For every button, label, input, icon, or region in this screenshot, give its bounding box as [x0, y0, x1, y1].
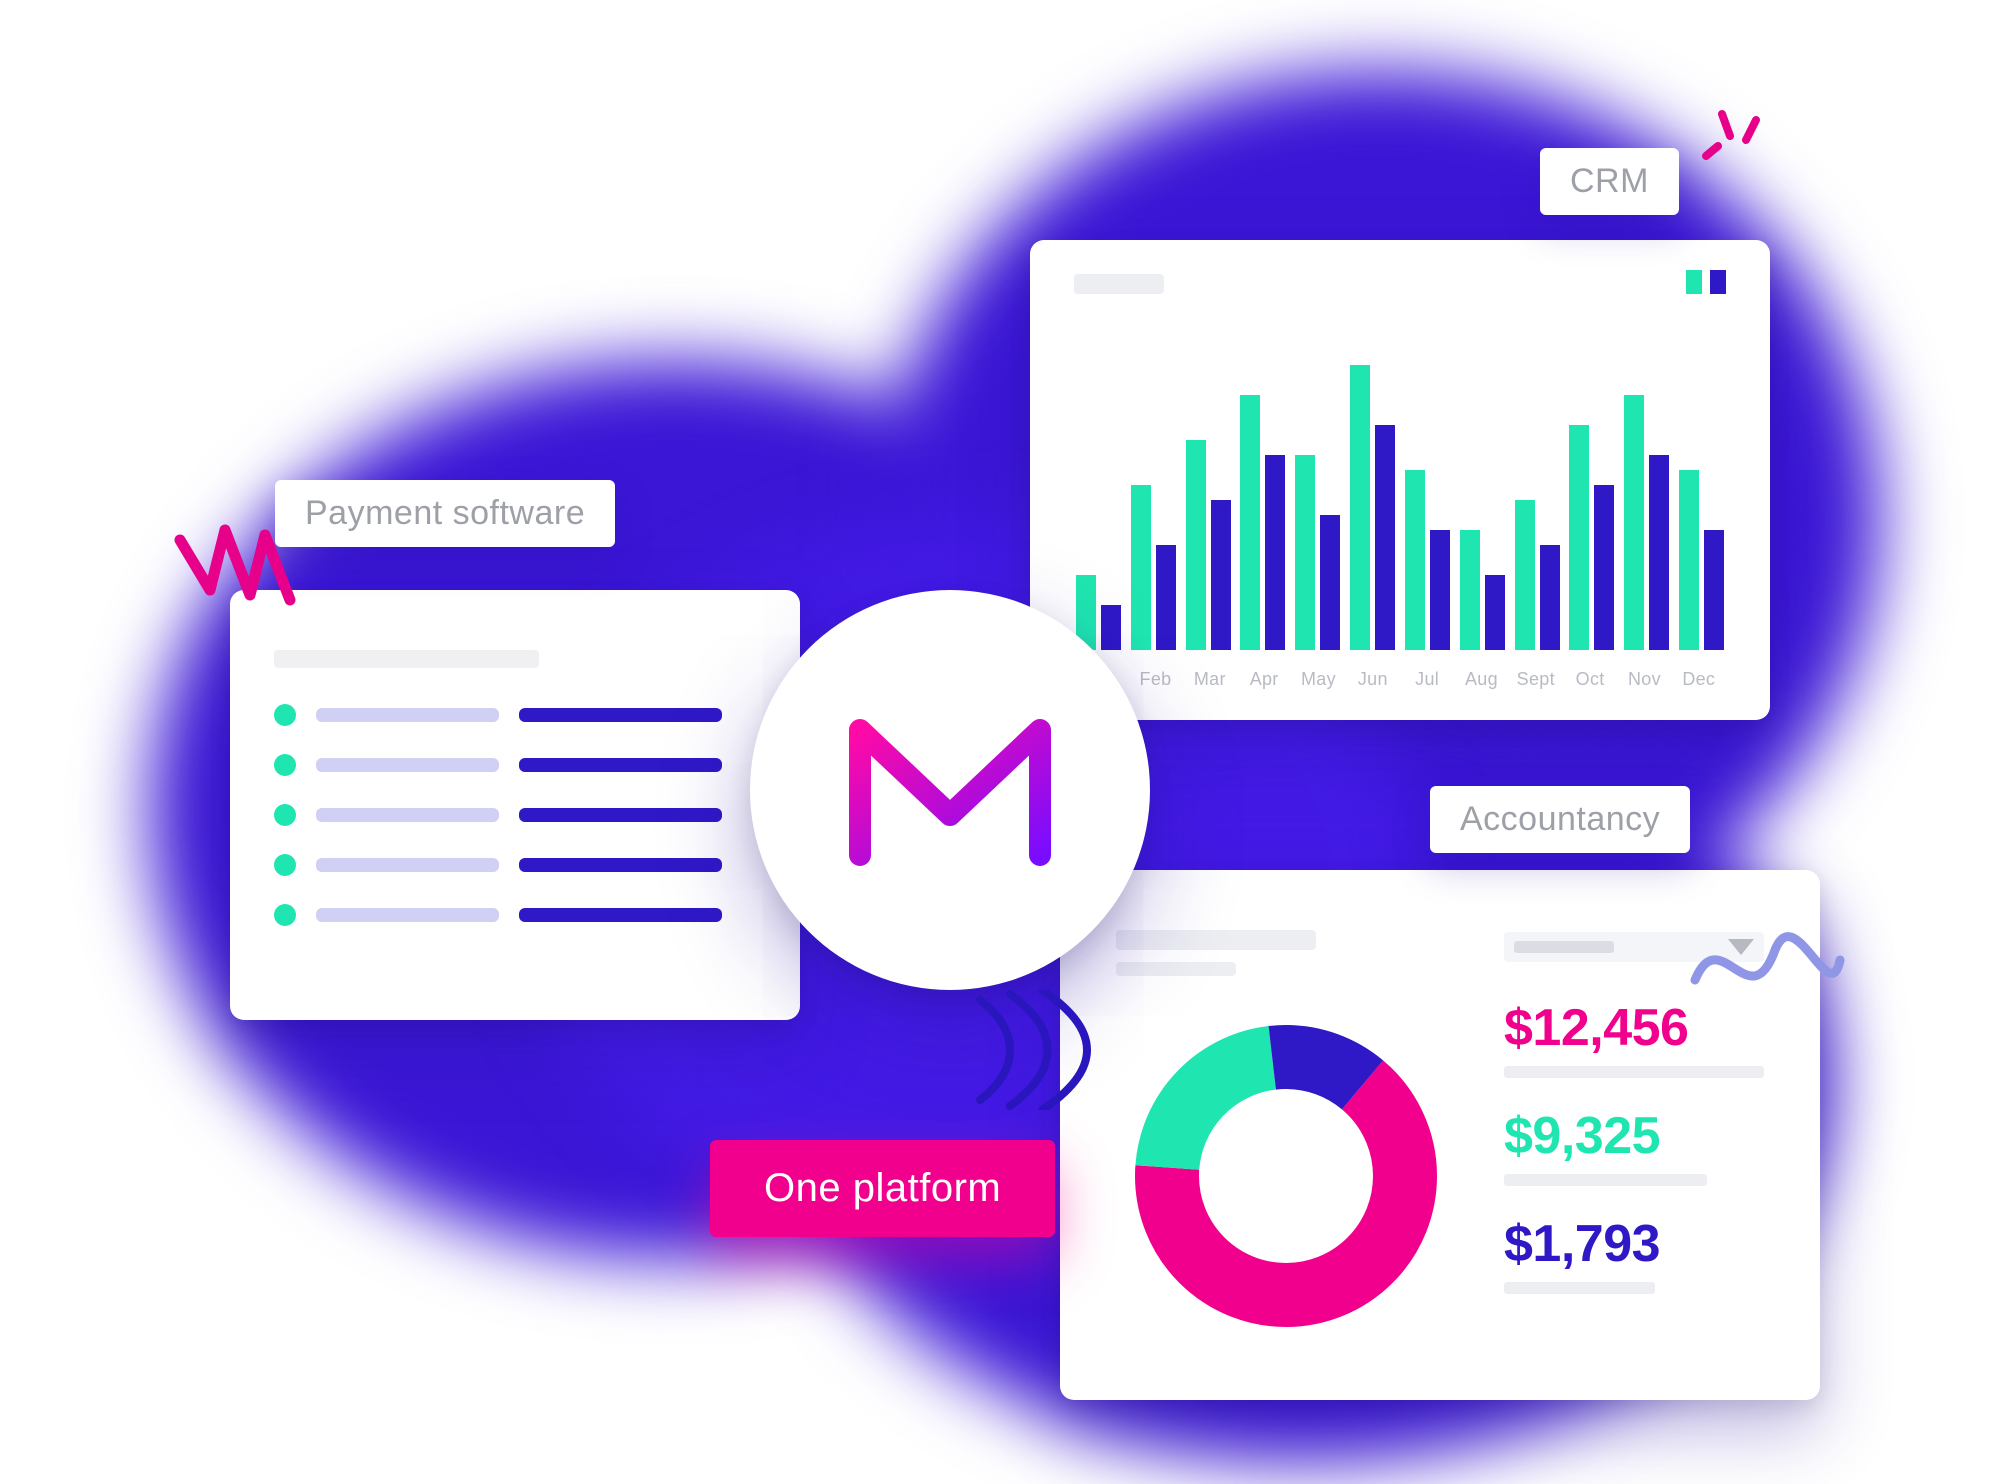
month-label: Nov: [1617, 669, 1671, 690]
donut-chart: [1116, 1006, 1456, 1346]
bar-pair: [1677, 470, 1726, 650]
month-label: Feb: [1128, 669, 1182, 690]
bar-pair: [1403, 470, 1452, 650]
logo-circle: [750, 590, 1150, 990]
crm-header-skeleton: [1074, 274, 1164, 294]
bar-indigo: [1704, 530, 1724, 650]
bar-indigo: [1156, 545, 1176, 650]
curl-doodle-icon: [1680, 900, 1850, 1030]
stat-row: $1,793: [1504, 1214, 1764, 1294]
accountancy-header-skeleton: [1116, 930, 1464, 976]
bar-indigo: [1540, 545, 1560, 650]
payment-row: [274, 754, 756, 776]
payment-tag: Payment software: [275, 480, 615, 547]
bar-indigo: [1594, 485, 1614, 650]
bar-indigo: [1430, 530, 1450, 650]
bar-teal: [1350, 365, 1370, 650]
row-dot-icon: [274, 704, 296, 726]
row-skeleton-a: [316, 708, 499, 722]
bar-indigo: [1265, 455, 1285, 650]
stat-value: $1,793: [1504, 1214, 1764, 1274]
row-skeleton-b: [519, 908, 721, 922]
stage: JanFebMarAprMayJunJulAugSeptOctNovDec CR…: [0, 0, 2000, 1484]
bar-teal: [1679, 470, 1699, 650]
row-skeleton-b: [519, 708, 721, 722]
month-label: May: [1291, 669, 1345, 690]
bar-teal: [1624, 395, 1644, 650]
payment-row: [274, 904, 756, 926]
bar-pair: [1458, 530, 1507, 650]
bar-indigo: [1375, 425, 1395, 650]
month-label: Oct: [1563, 669, 1617, 690]
bar-indigo: [1101, 605, 1121, 650]
bar-teal: [1240, 395, 1260, 650]
month-label: Aug: [1454, 669, 1508, 690]
crm-month-labels: JanFebMarAprMayJunJulAugSeptOctNovDec: [1074, 669, 1726, 690]
row-skeleton-b: [519, 858, 721, 872]
bar-pair: [1184, 440, 1233, 650]
row-skeleton-a: [316, 908, 499, 922]
payment-row: [274, 854, 756, 876]
stat-bar-skeleton: [1504, 1282, 1655, 1294]
bar-teal: [1295, 455, 1315, 650]
bar-pair: [1293, 455, 1342, 650]
month-label: Sept: [1509, 669, 1563, 690]
bar-pair: [1622, 395, 1671, 650]
bar-pair: [1238, 395, 1287, 650]
bar-teal: [1186, 440, 1206, 650]
accountancy-tag: Accountancy: [1430, 786, 1690, 853]
row-dot-icon: [274, 754, 296, 776]
one-platform-button[interactable]: One platform: [710, 1140, 1055, 1237]
row-skeleton-a: [316, 808, 499, 822]
stat-bar-skeleton: [1504, 1174, 1707, 1186]
row-dot-icon: [274, 854, 296, 876]
month-label: Dec: [1672, 669, 1726, 690]
bar-pair: [1129, 485, 1178, 650]
crm-bars: [1074, 330, 1726, 650]
stat-bar-skeleton: [1504, 1066, 1764, 1078]
logo-m-icon: [835, 705, 1065, 875]
crm-tag: CRM: [1540, 148, 1679, 215]
crm-card: JanFebMarAprMayJunJulAugSeptOctNovDec: [1030, 240, 1770, 720]
row-skeleton-b: [519, 758, 721, 772]
bar-pair: [1348, 365, 1397, 650]
waves-doodle-icon: [960, 990, 1110, 1110]
bar-indigo: [1320, 515, 1340, 650]
payment-row: [274, 804, 756, 826]
bar-indigo: [1211, 500, 1231, 650]
burst-doodle-icon: [1700, 96, 1770, 166]
legend-swatch-indigo: [1710, 270, 1726, 294]
payment-card: [230, 590, 800, 1020]
bar-teal: [1131, 485, 1151, 650]
zigzag-doodle-icon: [170, 510, 310, 620]
bar-pair: [1567, 425, 1616, 650]
payment-list: [230, 590, 800, 998]
month-label: Mar: [1183, 669, 1237, 690]
row-skeleton-a: [316, 758, 499, 772]
bar-teal: [1460, 530, 1480, 650]
row-dot-icon: [274, 904, 296, 926]
bar-indigo: [1485, 575, 1505, 650]
bar-pair: [1513, 500, 1562, 650]
payment-row: [274, 704, 756, 726]
month-label: Apr: [1237, 669, 1291, 690]
bar-teal: [1569, 425, 1589, 650]
month-label: Jun: [1346, 669, 1400, 690]
bar-indigo: [1649, 455, 1669, 650]
row-dot-icon: [274, 804, 296, 826]
row-skeleton-b: [519, 808, 721, 822]
crm-legend: [1686, 270, 1726, 294]
stat-value: $9,325: [1504, 1106, 1764, 1166]
payment-header-skeleton: [274, 650, 539, 668]
bar-teal: [1405, 470, 1425, 650]
legend-swatch-teal: [1686, 270, 1702, 294]
month-label: Jul: [1400, 669, 1454, 690]
stat-row: $9,325: [1504, 1106, 1764, 1186]
row-skeleton-a: [316, 858, 499, 872]
bar-teal: [1515, 500, 1535, 650]
